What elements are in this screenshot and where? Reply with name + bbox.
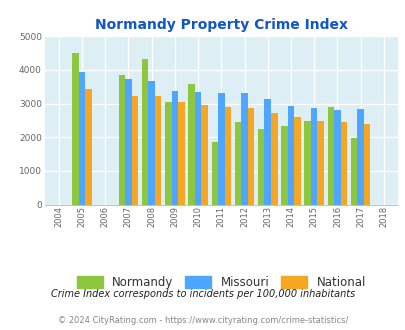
Bar: [350, 138, 356, 205]
Bar: [201, 105, 207, 205]
Bar: [217, 93, 224, 205]
Bar: [148, 82, 154, 205]
Bar: [363, 124, 369, 205]
Bar: [333, 110, 340, 205]
Bar: [241, 93, 247, 205]
Bar: [194, 91, 201, 205]
Title: Normandy Property Crime Index: Normandy Property Crime Index: [94, 18, 347, 32]
Bar: [287, 106, 294, 205]
Bar: [340, 122, 346, 205]
Bar: [85, 89, 92, 205]
Bar: [164, 102, 171, 205]
Bar: [234, 122, 241, 205]
Bar: [178, 102, 184, 205]
Bar: [317, 121, 323, 205]
Bar: [356, 109, 363, 205]
Bar: [270, 113, 277, 205]
Bar: [281, 126, 287, 205]
Bar: [72, 53, 79, 205]
Bar: [327, 107, 333, 205]
Bar: [247, 108, 254, 205]
Bar: [224, 107, 230, 205]
Legend: Normandy, Missouri, National: Normandy, Missouri, National: [72, 271, 370, 294]
Bar: [188, 84, 194, 205]
Text: © 2024 CityRating.com - https://www.cityrating.com/crime-statistics/: © 2024 CityRating.com - https://www.city…: [58, 316, 347, 325]
Bar: [264, 99, 270, 205]
Bar: [211, 142, 217, 205]
Bar: [79, 72, 85, 205]
Bar: [294, 117, 300, 205]
Bar: [131, 96, 138, 205]
Bar: [118, 75, 125, 205]
Bar: [310, 108, 317, 205]
Bar: [304, 121, 310, 205]
Bar: [154, 96, 161, 205]
Bar: [141, 59, 148, 205]
Bar: [125, 79, 131, 205]
Text: Crime Index corresponds to incidents per 100,000 inhabitants: Crime Index corresponds to incidents per…: [51, 289, 354, 299]
Bar: [257, 128, 264, 205]
Bar: [171, 91, 178, 205]
